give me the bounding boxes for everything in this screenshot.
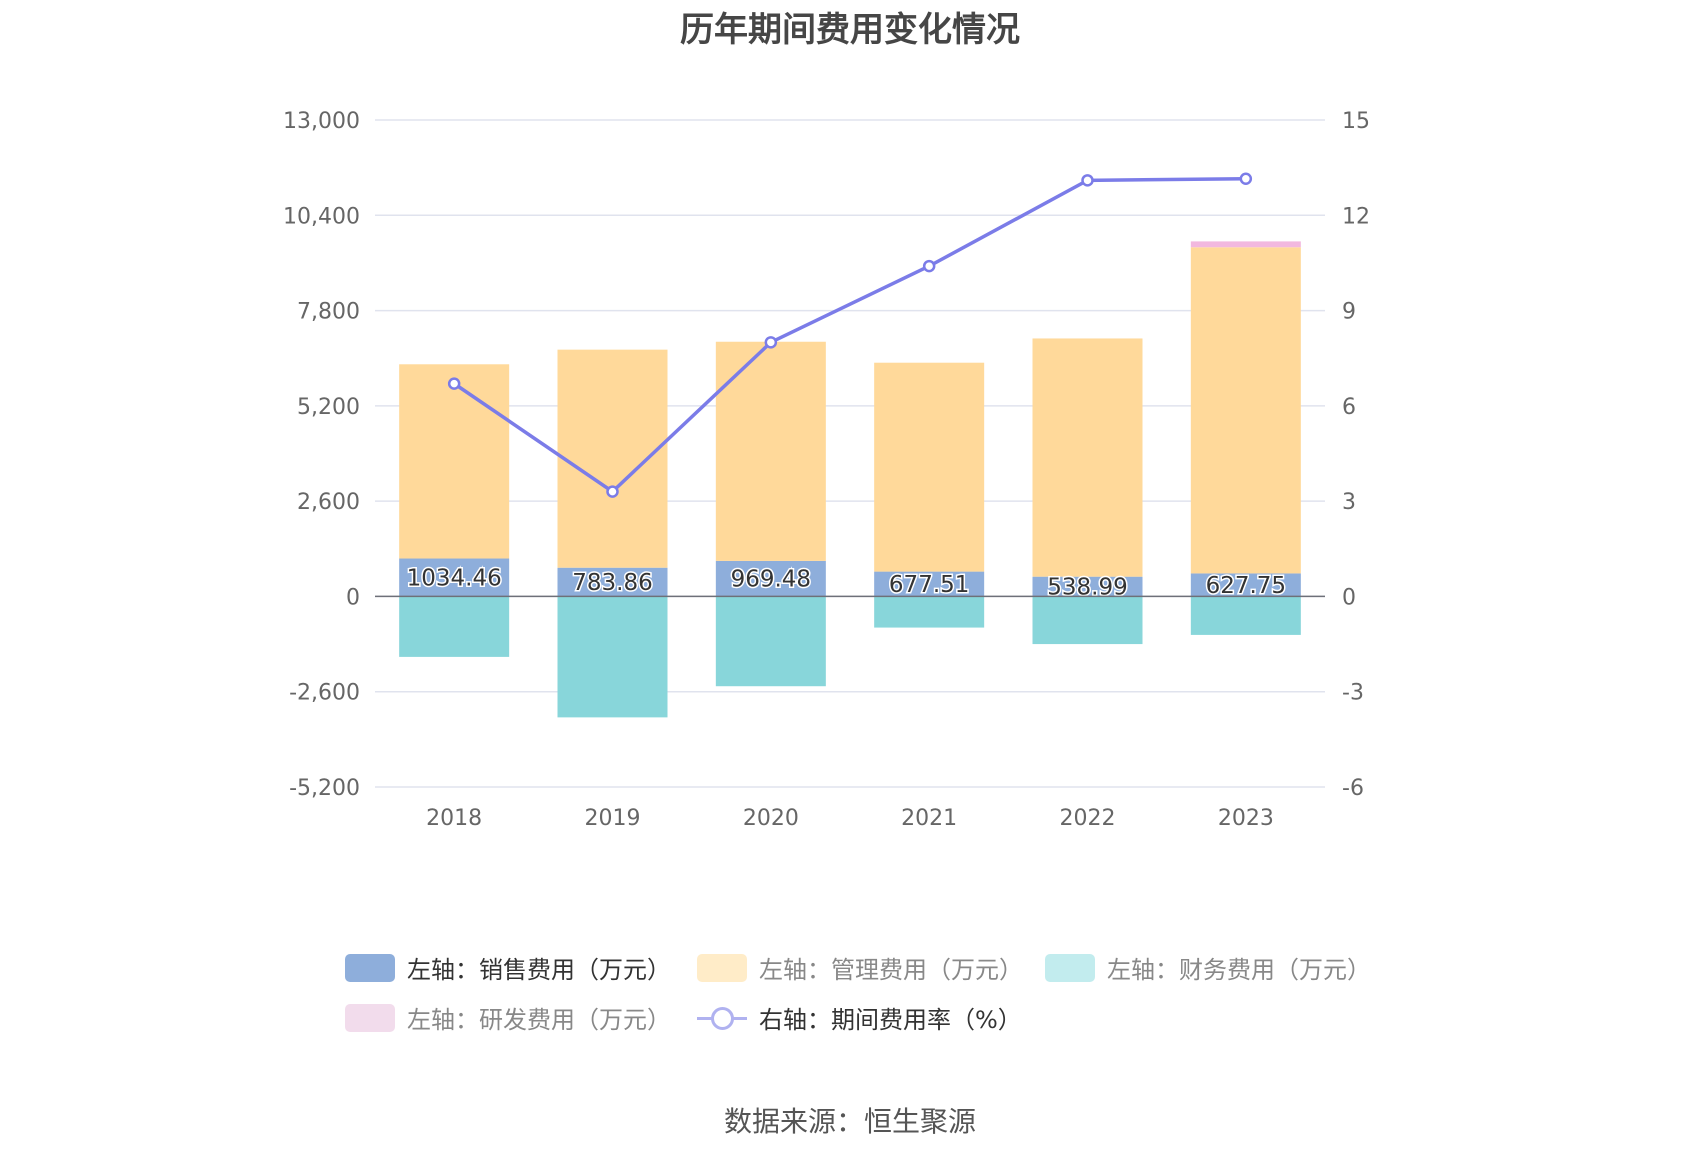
legend-label: 左轴：销售费用（万元） [407,956,671,984]
x-axis-tick-label: 2022 [1060,806,1116,831]
right-axis-tick-label: 0 [1342,585,1356,610]
line-expense-rate [453,177,1246,494]
bar-financial-2021 [874,596,985,628]
data-label-sales-2020: 969.48 [731,567,811,593]
left-axis-tick-label: 0 [346,585,360,610]
legend-swatch [697,1004,747,1032]
x-axis-tick-label: 2020 [743,806,799,831]
legend-item[interactable]: 左轴：研发费用（万元） [345,1000,671,1035]
point-expense-rate-2023 [1239,172,1253,186]
legend-swatch [1045,953,1095,982]
bar-financial-2022 [1032,596,1143,645]
legend-label: 左轴：研发费用（万元） [407,1006,671,1034]
right-axis-tick-label: 12 [1342,204,1370,229]
left-axis-tick-label: -5,200 [289,776,360,801]
point-expense-rate-2020 [764,336,778,349]
left-axis-tick-label: 13,000 [283,109,360,134]
legend-swatch [345,953,395,982]
bar-management-2023 [1190,247,1301,574]
legend-swatch [697,953,747,982]
bar-financial-2019 [557,596,668,718]
bar-management-2021 [874,362,985,572]
point-expense-rate-2019 [606,485,619,498]
right-axis-tick-label: -6 [1342,776,1364,801]
point-expense-rate-2021 [922,259,936,273]
data-source: 数据来源：恒生聚源 [723,1105,976,1138]
bar-sales-2020 [715,560,826,597]
legend-item[interactable]: 左轴：管理费用（万元） [697,950,1023,985]
bar-sales-2023 [1190,573,1301,597]
bar-sales-2022 [1032,576,1143,597]
legend-item[interactable]: 左轴：财务费用（万元） [1045,950,1371,985]
x-axis-tick-label: 2021 [901,806,957,831]
data-label-sales-2019: 783.86 [572,570,652,596]
x-axis-tick-label: 2023 [1218,806,1274,831]
bar-management-2020 [715,341,826,561]
bar-management-2019 [557,349,668,568]
legend-label: 右轴：期间费用率（%） [759,1006,1022,1034]
right-axis-tick-label: 3 [1342,490,1356,515]
left-axis-tick-label: 2,600 [297,490,360,515]
legend-swatch [345,1003,395,1032]
legend-label: 左轴：管理费用（万元） [759,956,1023,984]
left-axis-tick-label: -2,600 [289,681,360,706]
x-axis-tick-label: 2019 [585,806,641,831]
x-axis-tick-label: 2018 [426,806,482,831]
bar-sales-2021 [874,571,985,597]
left-axis-tick-label: 7,800 [297,300,360,325]
legend-item[interactable]: 左轴：销售费用（万元） [345,950,671,985]
data-label-sales-2018: 1034.46 [407,565,502,591]
right-axis-tick-label: 6 [1342,395,1356,420]
right-axis-tick-label: -3 [1342,681,1364,706]
bar-financial-2020 [715,596,826,687]
legend-label: 左轴：财务费用（万元） [1107,956,1371,984]
right-axis-tick-label: 15 [1342,109,1370,134]
left-axis-tick-label: 5,200 [297,395,360,420]
bar-financial-2023 [1190,596,1301,635]
point-expense-rate-2022 [1081,174,1094,187]
left-axis-tick-label: 10,400 [283,204,360,229]
data-label-sales-2023: 627.75 [1206,573,1286,599]
point-expense-rate-2018 [447,377,461,390]
chart-title: 历年期间费用变化情况 [680,10,1020,50]
bar-sales-2019 [557,567,668,597]
data-label-sales-2021: 677.51 [889,572,969,598]
right-axis-tick-label: 9 [1342,300,1356,325]
bar-financial-2018 [399,596,510,657]
bar-management-2018 [399,364,510,559]
bar-sales-2018 [399,558,510,597]
bar-rnd-2023 [1190,241,1301,248]
bar-management-2022 [1032,338,1143,577]
legend-item[interactable]: 右轴：期间费用率（%） [697,1000,1022,1035]
